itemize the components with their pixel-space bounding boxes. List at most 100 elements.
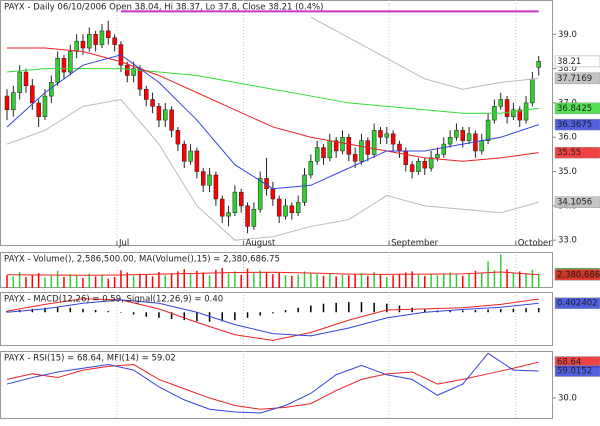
candle-body — [504, 99, 510, 117]
candle-body — [359, 140, 364, 162]
candle-body — [68, 51, 73, 73]
candle-body — [422, 161, 428, 169]
bar — [537, 307, 540, 313]
value-label: 0.402402 — [557, 299, 598, 309]
candle-body — [207, 174, 212, 186]
candle-body — [238, 191, 244, 207]
bar — [6, 311, 8, 313]
bar — [367, 275, 369, 288]
candle-body — [99, 30, 105, 45]
bar — [531, 269, 534, 288]
value-label: 2,380,686 — [557, 270, 600, 280]
candle-body — [200, 171, 206, 186]
bar — [31, 274, 34, 288]
candle-body — [308, 161, 314, 176]
bar — [449, 310, 451, 313]
bar — [386, 303, 388, 313]
bar — [322, 275, 325, 288]
bar — [499, 309, 502, 313]
bar — [31, 308, 34, 313]
line — [6, 361, 539, 410]
bar — [405, 272, 407, 288]
bar — [398, 305, 401, 313]
bar — [145, 312, 148, 317]
bar — [468, 273, 470, 288]
bar — [6, 275, 8, 288]
candle-body — [125, 64, 130, 76]
bar — [37, 273, 40, 288]
panel — [0, 0, 553, 246]
bar — [373, 271, 375, 288]
bar — [215, 269, 217, 288]
bar — [386, 276, 388, 288]
panel-title: PAYX - MACD(12,26) = 0.59, Signal(12,26,… — [4, 295, 223, 305]
candle-body — [352, 154, 358, 162]
bar — [208, 312, 211, 322]
value-label-box — [554, 118, 600, 131]
bar — [25, 276, 27, 288]
bar — [512, 272, 515, 288]
bar — [253, 273, 255, 288]
bar — [284, 275, 287, 288]
bar — [18, 271, 21, 288]
candle-body — [346, 136, 352, 155]
bar — [164, 275, 166, 288]
bar — [221, 268, 223, 288]
candle-body — [295, 202, 301, 213]
bar — [449, 272, 451, 288]
bar — [69, 307, 72, 313]
line — [6, 299, 539, 337]
bar — [189, 274, 192, 288]
candle-body — [536, 61, 541, 68]
bar — [170, 273, 173, 288]
plot — [4, 0, 541, 246]
panel-title: PAYX - RSI(15) = 68.64, MFI(14) = 59.02 — [4, 354, 176, 364]
bar — [94, 276, 97, 288]
bar — [145, 274, 148, 288]
candle-body — [17, 71, 22, 93]
candle-body — [61, 58, 67, 73]
bar — [360, 302, 363, 313]
candle-body — [511, 109, 516, 117]
candle-body — [150, 99, 155, 107]
bar — [158, 312, 160, 318]
candle-body — [194, 150, 200, 172]
candle-body — [232, 191, 238, 213]
bar — [297, 274, 299, 288]
bar — [341, 274, 344, 288]
value-label-box — [554, 269, 600, 281]
bar — [170, 312, 173, 319]
bar — [329, 273, 331, 288]
bar — [310, 273, 312, 288]
bar — [12, 276, 15, 288]
x-tick-label: September — [391, 239, 438, 249]
value-label-box — [554, 102, 600, 115]
bar — [234, 312, 236, 321]
candle-body — [11, 92, 16, 111]
bar — [234, 271, 236, 288]
bar — [537, 273, 540, 288]
bar — [348, 302, 350, 313]
candle-body — [409, 164, 415, 172]
bar — [310, 305, 312, 313]
plot — [6, 351, 539, 419]
candle-body — [144, 88, 149, 100]
bar — [525, 273, 527, 288]
candle-body — [42, 95, 48, 117]
candle-body — [80, 40, 86, 49]
panel-title: PAYX - Daily 06/10/2006 Open 38.04, Hi 3… — [4, 3, 323, 13]
y-tick-label: 36.0 — [558, 133, 577, 143]
candle-body — [226, 212, 231, 217]
bar — [354, 274, 356, 288]
bar — [120, 312, 122, 313]
bar — [518, 271, 521, 288]
candle-body — [302, 174, 307, 203]
line — [6, 98, 539, 241]
bar — [297, 307, 299, 313]
bar — [88, 273, 91, 288]
x-tick-label: October — [518, 239, 553, 249]
candle-body — [55, 58, 60, 83]
bar — [462, 275, 464, 288]
bar — [424, 309, 426, 313]
